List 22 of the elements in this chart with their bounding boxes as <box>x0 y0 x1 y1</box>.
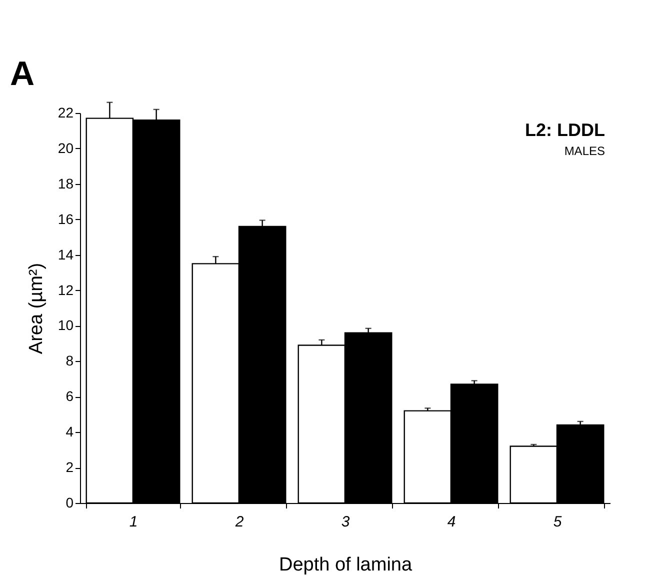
y-tick-label: 4 <box>66 424 74 440</box>
x-tick-label: 5 <box>553 514 562 530</box>
x-tick-label: 4 <box>447 514 456 530</box>
y-tick-label: 8 <box>66 352 74 369</box>
y-tick-label: 6 <box>66 388 74 404</box>
y-tick-label: 18 <box>58 175 74 192</box>
x-tick-label: 3 <box>341 514 350 530</box>
annotation: L2: LDDL <box>525 120 605 140</box>
x-tick-label: 2 <box>234 514 244 530</box>
y-tick-label: 0 <box>66 494 74 510</box>
x-tick-label: 1 <box>129 514 138 530</box>
text: A <box>10 55 35 93</box>
y-tick-label: 22 <box>58 104 74 120</box>
y-tick-label: 10 <box>58 317 74 334</box>
y-tick-label: 12 <box>58 282 74 298</box>
y-tick-label: 2 <box>66 459 74 476</box>
y-tick-label: 16 <box>58 210 74 227</box>
annotation: MALES <box>564 144 605 158</box>
y-tick-label: 14 <box>58 246 74 262</box>
x-axis-title: Depth of lamina <box>278 554 412 576</box>
y-axis-title: Area (µm²) <box>26 262 47 354</box>
y-tick-label: 20 <box>58 140 74 156</box>
